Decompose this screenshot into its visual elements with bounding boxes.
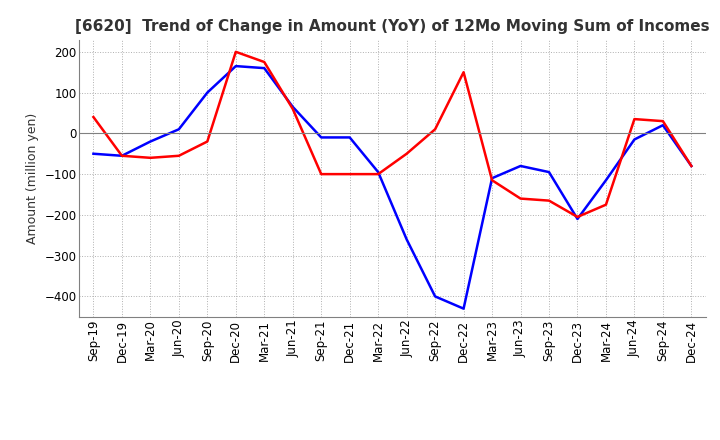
Line: Net Income: Net Income: [94, 52, 691, 217]
Net Income: [573, 214, 582, 220]
Net Income: [117, 153, 126, 158]
Ordinary Income: [117, 153, 126, 158]
Net Income: [687, 163, 696, 169]
Net Income: [374, 172, 382, 177]
Ordinary Income: [459, 306, 468, 311]
Net Income: [203, 139, 212, 144]
Ordinary Income: [402, 237, 411, 242]
Ordinary Income: [687, 163, 696, 169]
Ordinary Income: [487, 176, 496, 181]
Net Income: [545, 198, 554, 203]
Net Income: [174, 153, 183, 158]
Net Income: [659, 118, 667, 124]
Ordinary Income: [146, 139, 155, 144]
Net Income: [346, 172, 354, 177]
Net Income: [602, 202, 611, 207]
Ordinary Income: [317, 135, 325, 140]
Ordinary Income: [630, 137, 639, 142]
Net Income: [232, 49, 240, 55]
Net Income: [630, 117, 639, 122]
Net Income: [89, 114, 98, 120]
Net Income: [516, 196, 525, 201]
Net Income: [459, 70, 468, 75]
Net Income: [487, 178, 496, 183]
Title: [6620]  Trend of Change in Amount (YoY) of 12Mo Moving Sum of Incomes: [6620] Trend of Change in Amount (YoY) o…: [75, 19, 710, 34]
Ordinary Income: [431, 294, 439, 299]
Ordinary Income: [346, 135, 354, 140]
Ordinary Income: [602, 178, 611, 183]
Net Income: [431, 127, 439, 132]
Net Income: [146, 155, 155, 161]
Ordinary Income: [89, 151, 98, 156]
Ordinary Income: [573, 216, 582, 222]
Ordinary Income: [659, 123, 667, 128]
Ordinary Income: [203, 90, 212, 95]
Line: Ordinary Income: Ordinary Income: [94, 66, 691, 308]
Ordinary Income: [374, 169, 382, 175]
Net Income: [317, 172, 325, 177]
Ordinary Income: [232, 63, 240, 69]
Ordinary Income: [289, 104, 297, 110]
Y-axis label: Amount (million yen): Amount (million yen): [26, 113, 39, 244]
Ordinary Income: [260, 66, 269, 71]
Net Income: [402, 151, 411, 156]
Ordinary Income: [174, 127, 183, 132]
Net Income: [260, 59, 269, 65]
Net Income: [289, 106, 297, 111]
Ordinary Income: [545, 169, 554, 175]
Ordinary Income: [516, 163, 525, 169]
